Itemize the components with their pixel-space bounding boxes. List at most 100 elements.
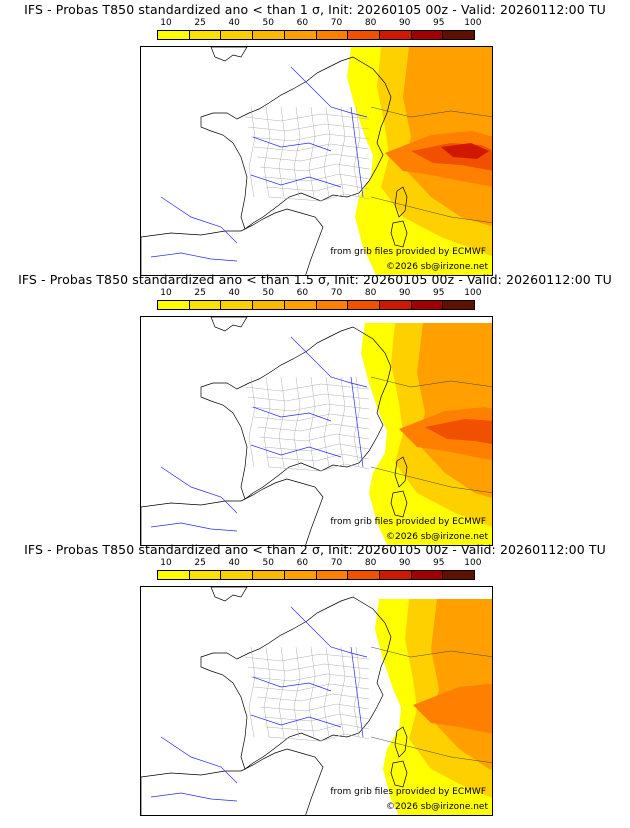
admin-boundary (308, 106, 316, 198)
colorbar-tick-label: 40 (228, 558, 240, 568)
admin-boundary (278, 646, 286, 738)
colorbar (157, 30, 475, 40)
probability-shading (413, 683, 492, 734)
admin-boundary (265, 453, 370, 462)
admin-boundary (263, 106, 271, 198)
admin-boundary (293, 106, 301, 198)
colorbar-tick-label: 10 (160, 18, 172, 28)
river (150, 792, 238, 802)
colorbar-tick-label: 80 (364, 558, 377, 568)
river (252, 406, 332, 422)
colorbar-tick-label: 70 (330, 558, 343, 568)
colorbar-segment (253, 571, 285, 579)
coastline (210, 587, 248, 602)
admin-boundary (293, 376, 301, 468)
colorbar-segment (189, 571, 222, 579)
probability-map: from grib files provided by ECMWF ©2026 s… (140, 586, 493, 816)
river (250, 174, 342, 188)
coastline (141, 478, 324, 545)
coastline (200, 596, 392, 770)
admin-boundary (256, 693, 370, 702)
colorbar-labels: 10 25 40 50 60 70 80 90 95 100 (150, 288, 481, 299)
river (150, 252, 238, 262)
source-credit: from grib files provided by ECMWF (330, 517, 486, 527)
river (250, 444, 342, 458)
admin-boundary (244, 383, 370, 392)
probability-shading (425, 419, 492, 445)
colorbar-tick-label: 25 (194, 288, 206, 298)
admin-boundary (248, 646, 256, 738)
coastline (210, 47, 248, 62)
colorbar-segment (348, 571, 380, 579)
colorbar-tick-label: 60 (296, 288, 309, 298)
colorbar-tick-label: 25 (194, 18, 206, 28)
colorbar-tick-label: 90 (398, 18, 411, 28)
colorbar-tick-label: 95 (433, 558, 445, 568)
admin-boundary (256, 153, 370, 162)
admin-boundary (247, 393, 370, 402)
admin-boundary (253, 413, 370, 422)
source-credit: from grib files provided by ECMWF (330, 787, 486, 797)
copyright-credit: ©2026 sb@irizone.net (386, 262, 488, 272)
colorbar-segment (443, 301, 475, 309)
colorbar-tick-label: 70 (330, 288, 343, 298)
colorbar-segment (189, 31, 222, 39)
admin-boundary (247, 123, 370, 132)
copyright-credit: ©2026 sb@irizone.net (386, 532, 488, 542)
admin-boundary (323, 376, 331, 468)
coastline (210, 317, 248, 332)
map-panel-2: IFS - Probas T850 standardized ano < tha… (0, 270, 630, 546)
colorbar-tick-label: 50 (262, 288, 275, 298)
panel-title: IFS - Probas T850 standardized ano < tha… (24, 2, 606, 17)
admin-boundary (338, 646, 346, 738)
panel-title: IFS - Probas T850 standardized ano < tha… (24, 542, 606, 557)
colorbar-segment (379, 31, 412, 39)
river (350, 106, 364, 198)
colorbar-tick-label: 70 (330, 18, 343, 28)
river (290, 336, 368, 388)
colorbar-segment (443, 571, 475, 579)
river (350, 646, 364, 738)
colorbar-segment (253, 31, 285, 39)
coastline (394, 726, 408, 758)
map-canvas (141, 587, 492, 815)
admin-boundary (250, 673, 370, 682)
colorbar-tick-label: 60 (296, 558, 309, 568)
colorbar-segment (316, 31, 349, 39)
colorbar-labels: 10 25 40 50 60 70 80 90 95 100 (150, 18, 481, 29)
contour-line (370, 466, 492, 493)
admin-boundary (278, 376, 286, 468)
colorbar-tick-label: 60 (296, 18, 309, 28)
admin-boundary (265, 183, 370, 192)
river (160, 466, 238, 514)
admin-boundary (308, 646, 316, 738)
river (252, 676, 332, 692)
admin-boundary (256, 423, 370, 432)
admin-boundary (338, 376, 346, 468)
admin-boundary (265, 723, 370, 732)
colorbar-segment (411, 31, 444, 39)
admin-boundary (248, 376, 256, 468)
admin-boundary (262, 713, 370, 722)
admin-boundary (268, 463, 370, 472)
coastline (141, 208, 324, 275)
coastline (390, 760, 408, 788)
coastline (141, 748, 324, 815)
colorbar-tick-label: 40 (228, 18, 240, 28)
river (290, 66, 368, 118)
admin-boundary (247, 663, 370, 672)
colorbar-segment (411, 571, 444, 579)
admin-boundary (259, 163, 370, 172)
admin-boundary (263, 646, 271, 738)
admin-boundary (244, 113, 370, 122)
admin-boundary (259, 703, 370, 712)
colorbar-segment (221, 31, 254, 39)
river (150, 522, 238, 532)
contour-line (370, 196, 492, 223)
admin-boundary (253, 143, 370, 152)
map-canvas (141, 47, 492, 275)
river (350, 376, 364, 468)
admin-boundary (278, 106, 286, 198)
admin-boundary (253, 683, 370, 692)
